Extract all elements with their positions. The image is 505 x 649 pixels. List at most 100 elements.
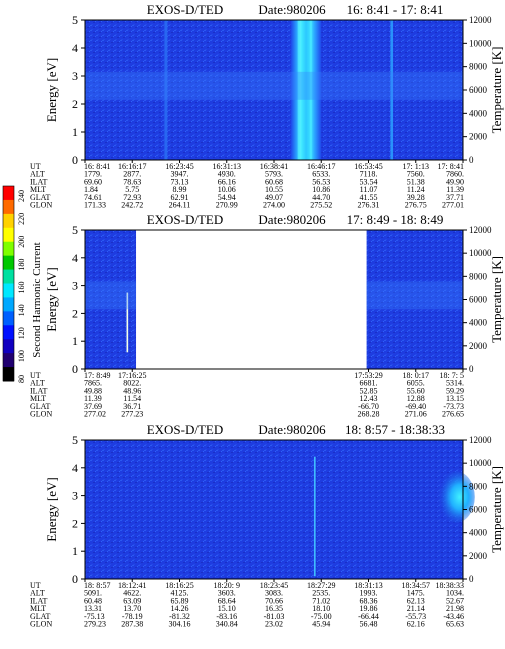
mid-energy-band: [85, 281, 137, 310]
colorbar-swatch: [3, 269, 14, 284]
orbit-cell: -66.44: [358, 612, 379, 621]
y-tick-label: 5: [72, 433, 78, 447]
orbit-cell: 66.16: [218, 177, 236, 186]
orbit-cell: 7860.: [446, 170, 464, 179]
colorbar-swatch: [3, 353, 14, 368]
spectrogram-data: [85, 440, 475, 579]
orbit-cell: 15.10: [218, 604, 236, 613]
intensity-band-core: [309, 20, 313, 160]
colorbar-tick-label: 120: [17, 327, 26, 339]
orbit-cell: 18:31:13: [354, 581, 382, 590]
y-axis-label: Energy [eV]: [44, 58, 59, 122]
orbit-cell: 277.23: [121, 410, 143, 419]
orbit-cell: 3083.: [265, 589, 283, 598]
orbit-cell: 71.02: [312, 596, 330, 605]
orbit-cell: 8.99: [173, 185, 187, 194]
orbit-cell: 73.13: [171, 177, 189, 186]
orbit-row-label: UT: [30, 371, 41, 380]
orbit-cell: 17: 8:41: [438, 162, 464, 171]
orbit-cell: -55.73: [405, 612, 426, 621]
orbit-cell: 16:46:17: [307, 162, 335, 171]
orbit-cell: 60.48: [84, 596, 102, 605]
orbit-cell: 16:16:17: [118, 162, 146, 171]
orbit-cell: -75.00: [311, 612, 332, 621]
orbit-cell: 17:16:25: [118, 371, 146, 380]
y-tick-label: 5: [72, 223, 78, 237]
y-tick-label: 4: [72, 461, 78, 475]
intensity-line: [126, 292, 129, 353]
orbit-row-label: ALT: [30, 379, 45, 388]
orbit-cell: 54.94: [218, 193, 236, 202]
orbit-cell: 7118.: [360, 170, 378, 179]
y2-tick-label: 12000: [469, 15, 492, 25]
colorbar-swatch: [3, 227, 14, 243]
panel-title: EXOS-D/TED: [147, 422, 224, 437]
orbit-row-label: UT: [30, 162, 41, 171]
panel-title: EXOS-D/TED: [147, 212, 224, 227]
spectrogram-panel-2: EXOS-D/TED Date:980206 17: 8:49 - 18: 8:49…: [30, 212, 504, 419]
orbit-cell: 72.93: [123, 193, 141, 202]
orbit-cell: 17: 1:13: [403, 162, 429, 171]
orbit-cell: 21.14: [407, 604, 425, 613]
orbit-cell: 276.65: [442, 410, 464, 419]
orbit-cell: 39.28: [407, 193, 425, 202]
colorbar-swatch: [3, 199, 14, 215]
y-tick-label: 2: [72, 97, 78, 111]
orbit-cell: 277.01: [442, 201, 464, 210]
spectrogram-panel-1: EXOS-D/TED Date:980206 16: 8:41 - 17: 8:41…: [30, 2, 504, 210]
orbit-cell: 16:31:13: [213, 162, 241, 171]
colorbar-swatch: [3, 325, 14, 340]
y2-axis-label: Temperature [K]: [489, 47, 504, 134]
y-tick-label: 2: [72, 516, 78, 530]
orbit-cell: 1034.: [446, 589, 464, 598]
orbit-cell: -78.19: [122, 612, 143, 621]
colorbar: 240 220 200 180 160 140 120 100 80 Second Harmoni…: [2, 185, 43, 383]
orbit-cell: 271.06: [405, 410, 427, 419]
orbit-cell: 2877.: [123, 170, 141, 179]
orbit-cell: 59.29: [446, 386, 464, 395]
orbit-cell: 274.00: [263, 201, 285, 210]
y2-tick-label: 4000: [469, 108, 488, 118]
colorbar-swatch: [3, 241, 14, 257]
orbit-cell: 19.86: [360, 604, 378, 613]
orbit-row-label: ILAT: [30, 177, 47, 186]
orbit-cell: 62.13: [407, 596, 425, 605]
orbit-cell: 52.67: [446, 596, 464, 605]
orbit-cell: 55.60: [407, 386, 425, 395]
orbit-cell: 18: 7: 5: [440, 371, 464, 380]
orbit-cell: 279.23: [84, 620, 106, 629]
orbit-cell: 6055.: [407, 379, 425, 388]
y-tick-label: 3: [72, 69, 78, 83]
orbit-cell: -81.32: [169, 612, 190, 621]
orbit-cell: 70.66: [265, 596, 283, 605]
orbit-cell: 56.53: [312, 177, 330, 186]
colorbar-swatch: [3, 283, 14, 298]
panel-time-range: 17: 8:49 - 18: 8:49: [347, 212, 444, 227]
orbit-row-label: ALT: [30, 589, 45, 598]
orbit-cell: 18:23:45: [260, 581, 288, 590]
orbit-cell: 3947.: [171, 170, 189, 179]
orbit-cell: 56.48: [360, 620, 378, 629]
y2-tick-label: 0: [469, 364, 474, 374]
orbit-cell: 37.69: [84, 402, 102, 411]
y-tick-label: 3: [72, 489, 78, 503]
orbit-cell: 14.26: [171, 604, 189, 613]
colorbar-tick-label: 240: [17, 190, 26, 202]
orbit-cell: 41.55: [360, 193, 378, 202]
orbit-cell: 5314.: [446, 379, 464, 388]
colorbar-tick-label: 220: [17, 213, 26, 225]
panel-title: EXOS-D/TED: [147, 2, 224, 17]
orbit-cell: 4125.: [171, 589, 189, 598]
orbit-cell: 52.85: [360, 386, 378, 395]
orbit-cell: 3603.: [218, 589, 236, 598]
orbit-row-label: GLON: [30, 201, 52, 210]
y-axis-label: Energy [eV]: [44, 267, 59, 331]
y2-tick-label: 12000: [469, 225, 492, 235]
y2-tick-label: 4000: [469, 318, 488, 328]
colorbar-tick-label: 160: [17, 282, 26, 294]
orbit-cell: 11.24: [407, 185, 425, 194]
orbit-cell: 36.71: [123, 402, 141, 411]
orbit-cell: 171.33: [84, 201, 106, 210]
orbit-cell: -81.03: [264, 612, 285, 621]
